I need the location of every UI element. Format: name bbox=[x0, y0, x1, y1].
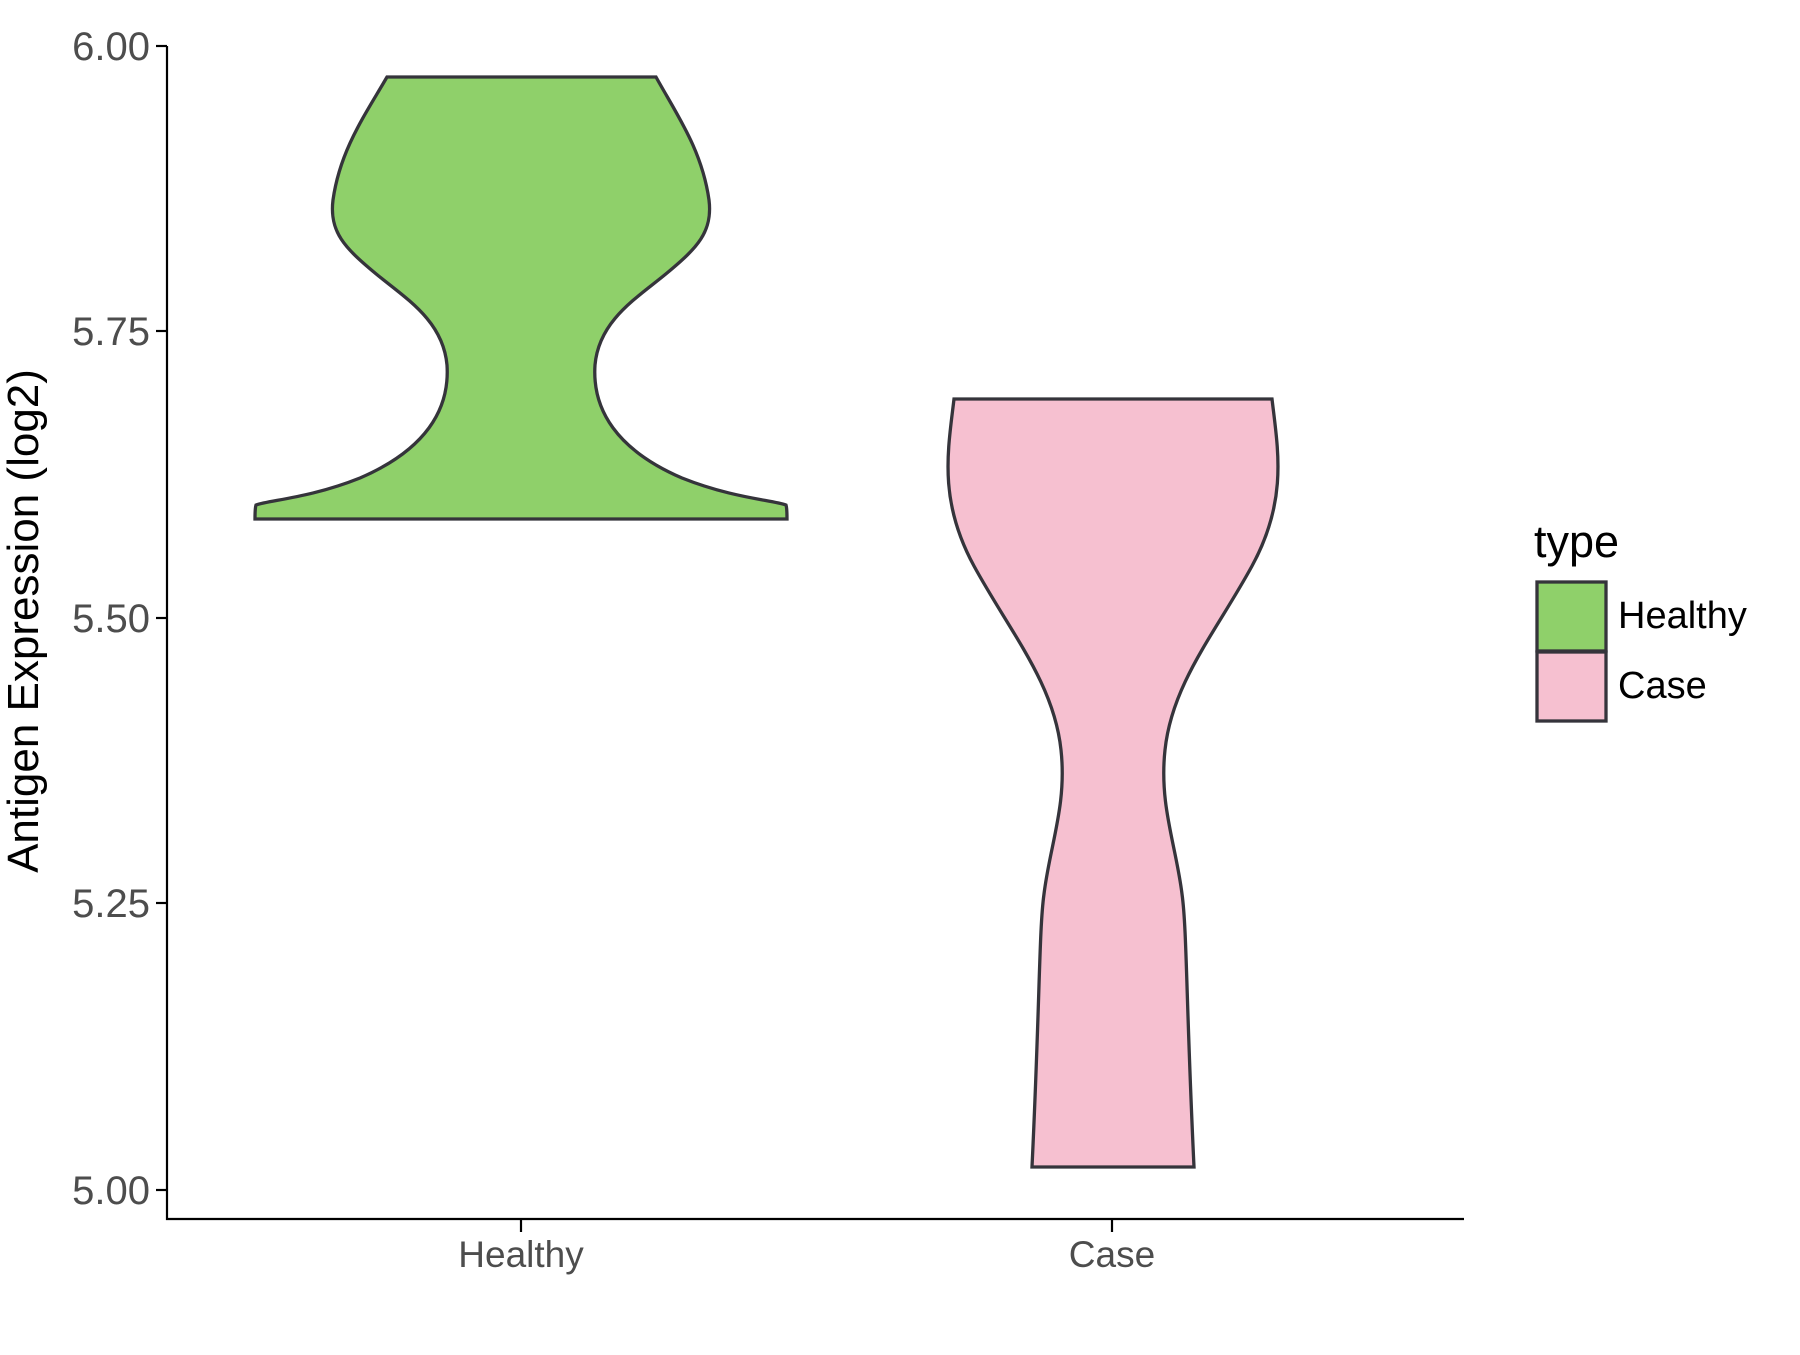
svg-text:Case: Case bbox=[1069, 1234, 1155, 1275]
svg-text:5.75: 5.75 bbox=[72, 310, 150, 354]
svg-text:5.25: 5.25 bbox=[72, 882, 150, 926]
svg-text:type: type bbox=[1534, 516, 1619, 567]
svg-text:5.50: 5.50 bbox=[72, 597, 150, 641]
svg-text:Antigen Expression (log2): Antigen Expression (log2) bbox=[0, 369, 48, 873]
svg-text:Healthy: Healthy bbox=[1618, 595, 1747, 637]
svg-text:Healthy: Healthy bbox=[458, 1234, 584, 1275]
svg-text:6.00: 6.00 bbox=[72, 25, 150, 69]
svg-text:5.00: 5.00 bbox=[72, 1169, 150, 1213]
svg-text:Case: Case bbox=[1618, 665, 1707, 707]
